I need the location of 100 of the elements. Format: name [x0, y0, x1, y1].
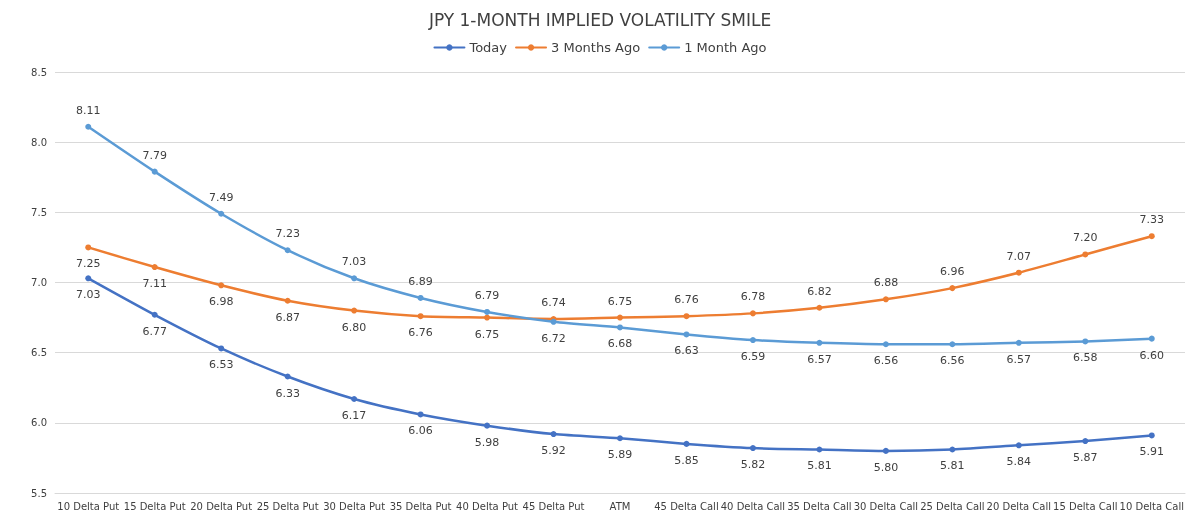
data-label: 6.57: [807, 352, 832, 366]
x-tick-label: 15 Delta Put: [123, 500, 186, 512]
x-tick-label: 20 Delta Call: [986, 500, 1052, 512]
data-label: 7.03: [75, 288, 101, 302]
data-label: 6.78: [740, 290, 766, 304]
point: [949, 341, 956, 348]
data-label: 5.89: [607, 448, 633, 462]
data-label: 6.60: [1139, 348, 1165, 362]
point: [617, 435, 623, 442]
point: [550, 431, 557, 438]
data-label: 6.89: [408, 274, 433, 288]
point: [882, 296, 889, 303]
point: [85, 244, 92, 251]
x-tick-label: 25 Delta Put: [256, 500, 319, 512]
point: [351, 395, 358, 402]
x-tick-label: 35 Delta Put: [389, 500, 452, 512]
data-label: 5.82: [740, 458, 766, 472]
data-label: 7.23: [275, 227, 300, 241]
data-label: 6.56: [873, 354, 899, 368]
point: [218, 345, 225, 352]
x-tick-label: 30 Delta Put: [323, 500, 386, 512]
data-label: 7.25: [75, 257, 101, 271]
data-label: 6.76: [674, 293, 699, 307]
data-label: 5.91: [1139, 445, 1165, 459]
data-label: 5.85: [674, 453, 699, 467]
x-tick-label: 45 Delta Call: [654, 500, 719, 512]
point: [749, 337, 756, 344]
data-label: 6.79: [474, 288, 500, 302]
point: [617, 314, 623, 321]
point: [816, 304, 823, 311]
point: [1148, 233, 1155, 240]
point: [484, 308, 491, 315]
data-label: 6.33: [275, 386, 300, 400]
point: [816, 339, 823, 346]
x-tick-label: 15 Delta Call: [1053, 500, 1118, 512]
y-tick-label: 5.5: [31, 487, 47, 499]
point: [484, 314, 491, 321]
point: [484, 422, 491, 429]
y-tick-label: 8.0: [31, 136, 47, 148]
data-label: 6.76: [408, 326, 433, 340]
point: [1015, 339, 1022, 346]
data-label: 6.96: [940, 265, 965, 279]
point: [749, 445, 756, 452]
data-label: 6.77: [142, 324, 167, 338]
x-tick-label: 10 Delta Put: [57, 500, 120, 512]
data-label: 6.72: [541, 331, 566, 345]
data-label: 6.68: [607, 337, 633, 351]
point: [417, 313, 424, 320]
data-label: 6.53: [208, 358, 234, 372]
y-tick-label: 6.5: [31, 347, 47, 359]
point: [1015, 269, 1022, 276]
point: [683, 313, 690, 320]
y-tick-label: 6.0: [31, 417, 47, 429]
data-label: 6.57: [1006, 352, 1032, 366]
legend-label: 3 Months Ago: [551, 40, 641, 55]
point: [151, 264, 158, 271]
x-tick-label: 40 Delta Put: [456, 500, 519, 512]
x-tick-label: 35 Delta Call: [787, 500, 852, 512]
y-tick-label: 7.5: [31, 206, 47, 218]
point: [1148, 432, 1155, 439]
point: [683, 331, 690, 338]
data-label: 7.79: [142, 148, 167, 162]
data-label: 6.59: [740, 350, 766, 364]
data-label: 5.87: [1073, 451, 1098, 465]
data-label: 5.84: [1006, 455, 1032, 469]
point: [816, 446, 823, 453]
data-label: 6.75: [474, 327, 500, 341]
data-label: 7.07: [1006, 249, 1032, 263]
data-label: 7.03: [341, 255, 367, 269]
data-label: 5.80: [873, 460, 899, 474]
data-label: 6.82: [807, 284, 832, 298]
data-label: 6.87: [275, 310, 300, 324]
x-tick-label: 20 Delta Put: [190, 500, 253, 512]
data-label: 6.98: [208, 295, 234, 309]
data-label: 8.11: [75, 103, 101, 117]
x-tick-label: 25 Delta Call: [920, 500, 985, 512]
data-label: 5.92: [541, 444, 566, 458]
data-label: 6.17: [341, 408, 367, 422]
legend-label: Today: [468, 40, 508, 55]
x-tick-label: 45 Delta Put: [522, 500, 585, 512]
x-tick-label: 30 Delta Call: [853, 500, 919, 512]
data-label: 6.63: [674, 344, 699, 358]
data-label: 5.81: [940, 459, 965, 473]
legend-label: 1 Month Ago: [684, 40, 767, 55]
point: [683, 440, 690, 447]
data-label: 6.80: [341, 320, 367, 334]
point: [1082, 438, 1089, 445]
y-tick-label: 7.0: [31, 277, 47, 288]
point: [949, 285, 956, 292]
data-label: 7.20: [1073, 231, 1098, 245]
data-label: 6.58: [1073, 351, 1098, 365]
point: [1148, 335, 1155, 342]
point: [617, 324, 623, 331]
point: [351, 307, 358, 314]
x-tick-label: ATM: [609, 500, 631, 512]
data-label: 7.11: [142, 277, 167, 291]
point: [417, 411, 424, 418]
data-label: 5.81: [807, 459, 832, 473]
data-label: 6.88: [873, 276, 899, 290]
point: [151, 168, 158, 175]
